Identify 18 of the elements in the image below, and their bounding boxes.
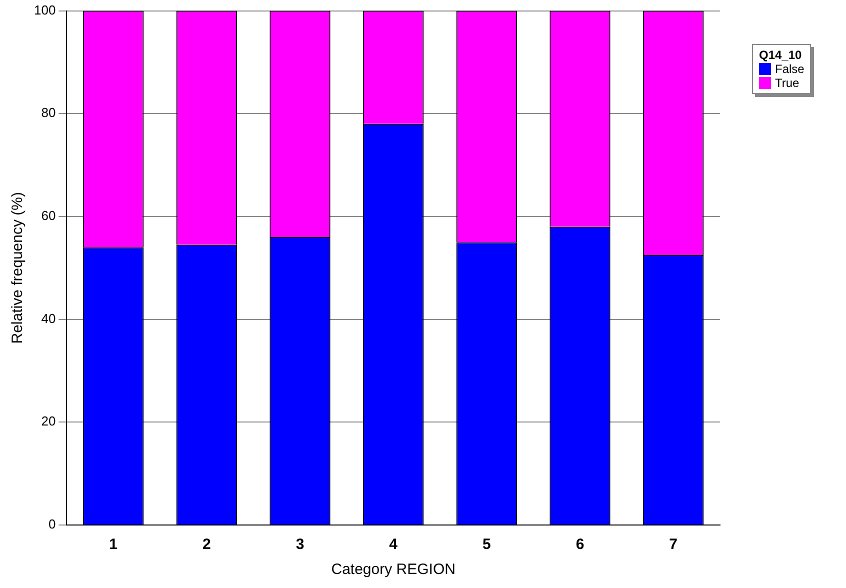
x-tick-label: 6 [576, 536, 584, 554]
x-axis-title: Category REGION [331, 561, 456, 578]
y-tick-label: 20 [41, 414, 56, 429]
y-tick-label: 0 [48, 516, 56, 532]
x-tick-label: 3 [296, 536, 304, 554]
x-tick-label: 1 [109, 536, 118, 554]
y-tick-label: 80 [41, 105, 56, 120]
x-tick-label: 4 [389, 536, 398, 554]
y-axis-title: Relative frequency (%) [9, 192, 26, 344]
x-tick-label: 2 [202, 536, 211, 554]
y-tick-label: 40 [41, 310, 56, 326]
x-tick-label: 5 [482, 536, 491, 554]
legend-title: Q14_10 [759, 48, 803, 62]
legend-label: False [775, 62, 804, 76]
legend-label: True [775, 76, 800, 90]
y-tick-label: 100 [34, 2, 56, 18]
x-tick-label: 7 [669, 536, 678, 554]
y-tick-label: 60 [41, 208, 56, 224]
